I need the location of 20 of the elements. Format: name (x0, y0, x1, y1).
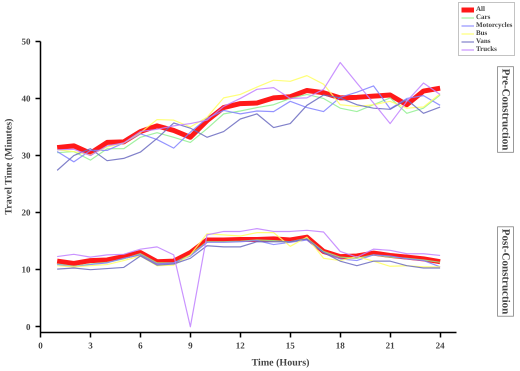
y-tick-label: 0 (26, 322, 31, 332)
x-tick-label: 21 (386, 340, 396, 350)
y-tick-label: 40 (22, 93, 31, 104)
x-tick-label: 3 (88, 340, 94, 350)
line-series (56, 228, 441, 328)
text: Post-Construction (500, 228, 512, 314)
y-tick-label: 50 (22, 36, 31, 46)
x-tick-label: 6 (138, 340, 144, 350)
y-tick-label: 20 (22, 208, 31, 218)
y-tick-label: 10 (22, 264, 31, 275)
x-tick-label: 9 (188, 340, 194, 350)
x-tick-label: 24 (436, 340, 446, 350)
y-axis-title: Travel Time (Minutes) (4, 118, 14, 215)
x-tick-label: 12 (236, 340, 246, 350)
x-tick-label: 0 (38, 340, 44, 350)
y-tick-label: 30 (22, 150, 31, 161)
text: Pre-Construction (500, 68, 512, 150)
x-tick-label: 18 (336, 340, 346, 350)
x-axis-title: Time (Hours) (252, 358, 310, 368)
x-tick-label: 15 (286, 340, 296, 350)
